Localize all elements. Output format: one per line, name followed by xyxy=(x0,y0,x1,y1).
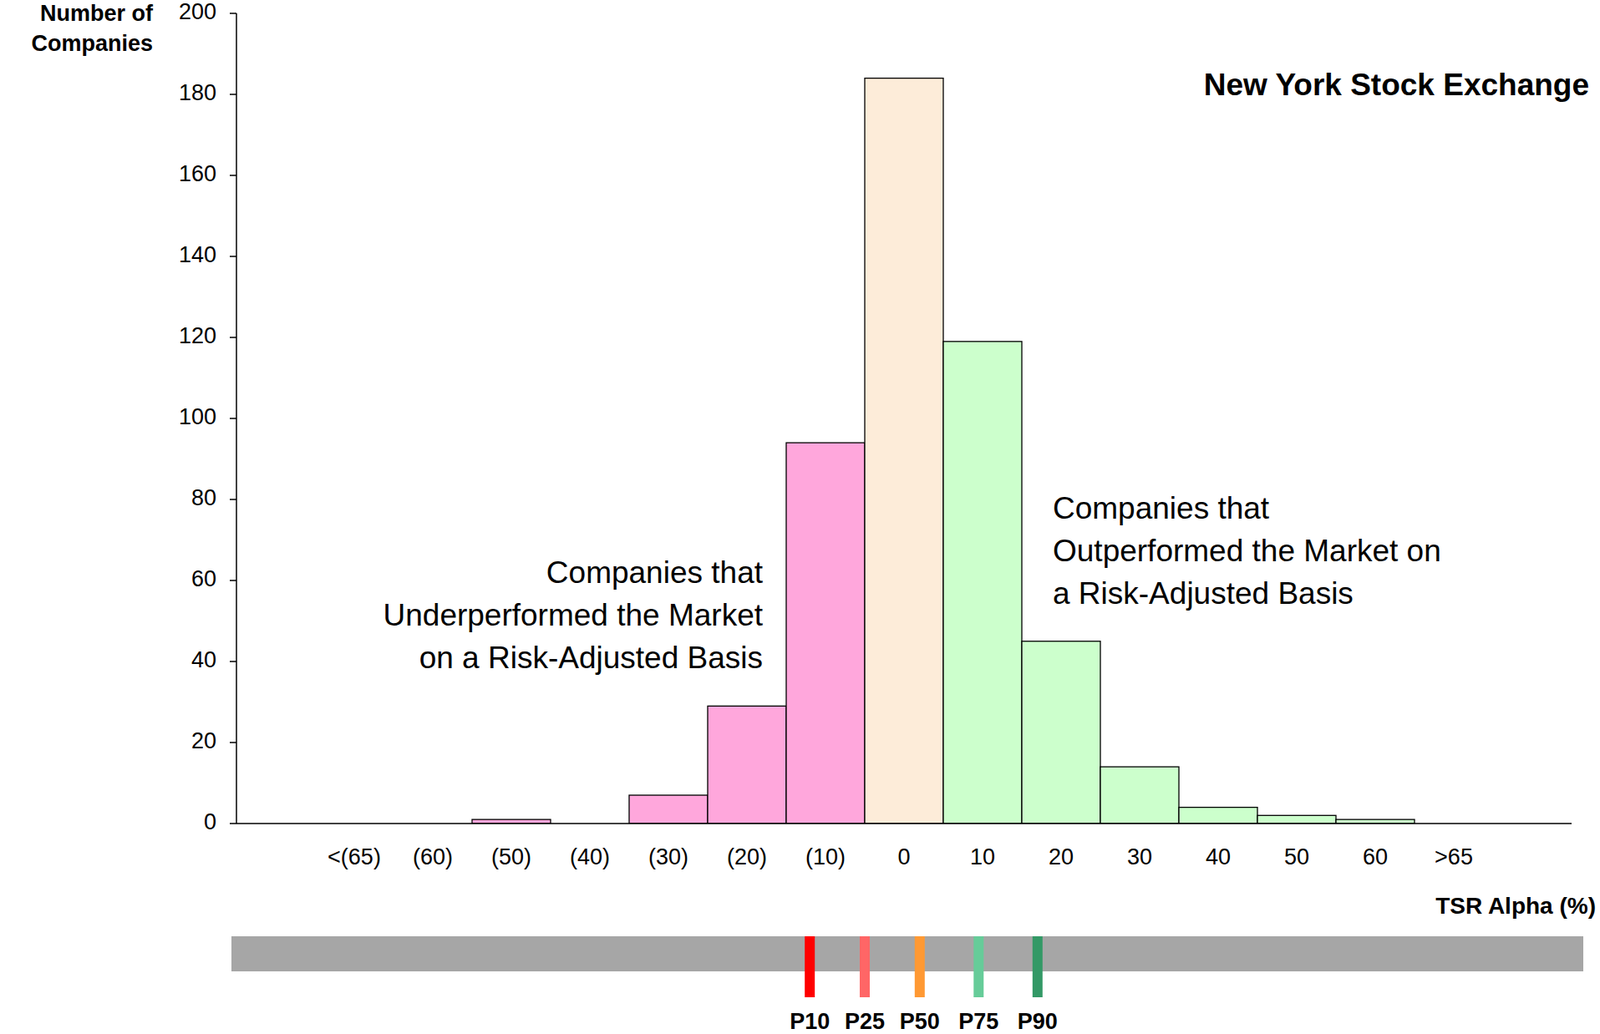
x-axis-label: TSR Alpha (%) xyxy=(1435,893,1596,920)
bar xyxy=(943,341,1022,824)
bar xyxy=(1100,766,1179,824)
annotation: Outperformed the Market on xyxy=(1052,533,1442,569)
x-tick-label: >65 xyxy=(1434,844,1474,870)
x-tick-label: 20 xyxy=(1048,844,1074,870)
x-tick-label: 30 xyxy=(1127,844,1153,870)
x-tick-label: (20) xyxy=(726,844,767,870)
x-tick-label: (30) xyxy=(648,844,689,870)
x-tick-label: 0 xyxy=(897,844,910,870)
x-tick-label: (60) xyxy=(412,844,453,870)
y-tick-label: 180 xyxy=(178,80,217,106)
percentile-marker xyxy=(973,936,984,998)
x-tick-label: 50 xyxy=(1284,844,1310,870)
bar xyxy=(786,442,865,824)
y-tick xyxy=(229,93,237,96)
y-tick xyxy=(229,498,237,501)
y-tick-label: 40 xyxy=(191,647,217,673)
x-tick-label: (10) xyxy=(805,844,846,870)
percentile-marker xyxy=(1032,936,1043,998)
y-tick-label: 120 xyxy=(178,323,217,349)
y-tick-label: 60 xyxy=(191,566,217,592)
percentile-marker xyxy=(914,936,925,998)
y-tick xyxy=(229,741,237,744)
bar xyxy=(864,78,944,824)
y-tick-label: 200 xyxy=(178,0,217,25)
y-tick xyxy=(229,579,237,582)
y-axis-label: Companies xyxy=(30,30,153,56)
percentile-marker xyxy=(804,936,815,998)
y-tick xyxy=(229,822,237,825)
title: New York Stock Exchange xyxy=(1203,67,1590,102)
y-tick xyxy=(229,336,237,339)
percentile-label: P90 xyxy=(1017,1009,1058,1034)
y-tick xyxy=(229,417,237,420)
annotation: a Risk-Adjusted Basis xyxy=(1052,576,1354,611)
percentile-label: P50 xyxy=(899,1009,940,1034)
percentile-label: P25 xyxy=(844,1009,885,1034)
y-tick-label: 20 xyxy=(191,728,217,754)
bar xyxy=(1257,815,1336,824)
x-tick-label: 10 xyxy=(970,844,996,870)
percentile-marker xyxy=(859,936,870,998)
y-tick xyxy=(229,255,237,258)
y-tick-label: 80 xyxy=(191,485,217,511)
bar xyxy=(707,706,787,824)
x-tick-label: (40) xyxy=(569,844,610,870)
x-tick-label: 40 xyxy=(1205,844,1231,870)
chart: 020406080100120140160180200<(65)(60)(50)… xyxy=(0,0,1600,1034)
x-axis xyxy=(236,822,1572,825)
annotation: Companies that xyxy=(1052,491,1270,526)
y-tick xyxy=(229,660,237,663)
y-tick xyxy=(229,174,237,177)
y-tick-label: 160 xyxy=(178,161,217,187)
bars xyxy=(472,78,1415,824)
percentile-strip xyxy=(231,936,1584,972)
percentile-label: P10 xyxy=(789,1009,830,1034)
y-axis-label: Number of xyxy=(40,0,154,26)
y-tick-label: 100 xyxy=(178,404,217,430)
y-tick-label: 0 xyxy=(203,809,217,835)
y-tick xyxy=(229,12,237,15)
bar xyxy=(1021,641,1101,824)
x-tick-label: 60 xyxy=(1362,844,1388,870)
x-tick-label: (50) xyxy=(491,844,532,870)
annotation: on a Risk-Adjusted Basis xyxy=(419,640,763,676)
bar xyxy=(1178,807,1258,824)
y-tick-label: 140 xyxy=(178,242,217,268)
bar xyxy=(629,795,708,824)
percentile-label: P75 xyxy=(958,1009,999,1034)
x-tick-label: <(65) xyxy=(327,844,381,870)
annotation: Underperformed the Market xyxy=(383,598,764,633)
annotation: Companies that xyxy=(546,555,764,590)
